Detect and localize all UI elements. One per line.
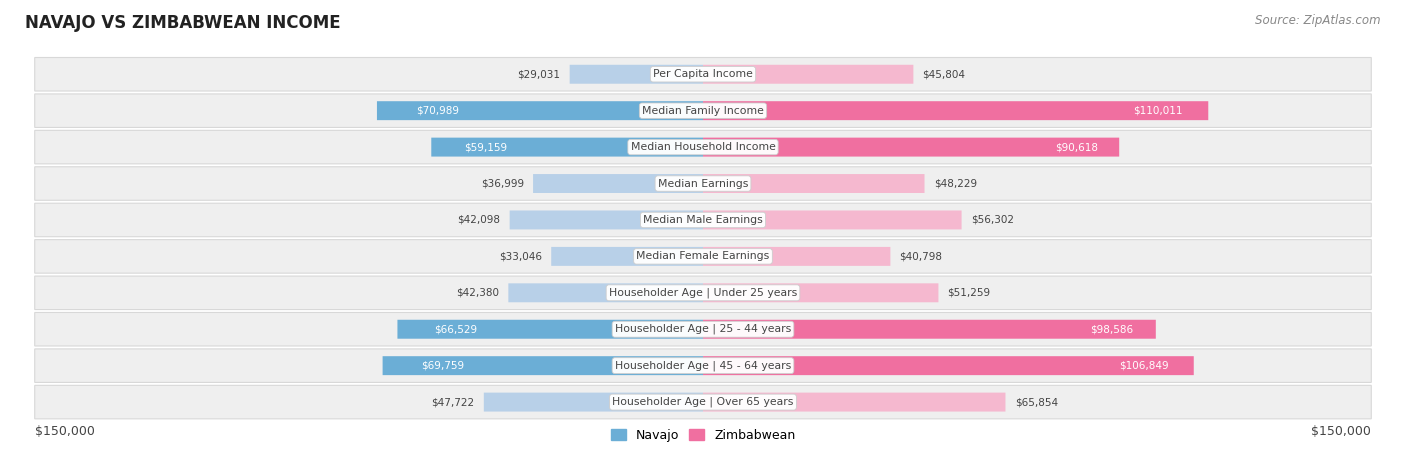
FancyBboxPatch shape [35, 167, 1371, 200]
FancyBboxPatch shape [569, 65, 703, 84]
Text: $48,229: $48,229 [934, 178, 977, 189]
Text: $51,259: $51,259 [948, 288, 991, 298]
Text: $66,529: $66,529 [434, 324, 477, 334]
Text: $98,586: $98,586 [1090, 324, 1133, 334]
FancyBboxPatch shape [382, 356, 703, 375]
Text: $106,849: $106,849 [1119, 361, 1170, 371]
Text: $42,380: $42,380 [456, 288, 499, 298]
FancyBboxPatch shape [35, 203, 1371, 237]
FancyBboxPatch shape [35, 240, 1371, 273]
Text: NAVAJO VS ZIMBABWEAN INCOME: NAVAJO VS ZIMBABWEAN INCOME [25, 14, 340, 32]
Text: Median Family Income: Median Family Income [643, 106, 763, 116]
Text: $150,000: $150,000 [1312, 425, 1371, 438]
Text: Householder Age | 25 - 44 years: Householder Age | 25 - 44 years [614, 324, 792, 334]
FancyBboxPatch shape [35, 312, 1371, 346]
Text: Median Male Earnings: Median Male Earnings [643, 215, 763, 225]
Text: $110,011: $110,011 [1133, 106, 1182, 116]
Text: $150,000: $150,000 [35, 425, 94, 438]
Text: Householder Age | 45 - 64 years: Householder Age | 45 - 64 years [614, 361, 792, 371]
Text: Householder Age | Over 65 years: Householder Age | Over 65 years [612, 397, 794, 407]
Text: $90,618: $90,618 [1056, 142, 1098, 152]
Text: $59,159: $59,159 [464, 142, 508, 152]
Text: $69,759: $69,759 [420, 361, 464, 371]
Text: $33,046: $33,046 [499, 251, 543, 262]
Text: $70,989: $70,989 [416, 106, 460, 116]
Text: Householder Age | Under 25 years: Householder Age | Under 25 years [609, 288, 797, 298]
FancyBboxPatch shape [484, 393, 703, 411]
FancyBboxPatch shape [432, 138, 703, 156]
Text: $45,804: $45,804 [922, 69, 966, 79]
FancyBboxPatch shape [703, 65, 914, 84]
Text: $36,999: $36,999 [481, 178, 524, 189]
FancyBboxPatch shape [35, 57, 1371, 91]
FancyBboxPatch shape [703, 356, 1194, 375]
Legend: Navajo, Zimbabwean: Navajo, Zimbabwean [606, 424, 800, 447]
FancyBboxPatch shape [703, 247, 890, 266]
Text: $29,031: $29,031 [517, 69, 561, 79]
Text: $42,098: $42,098 [457, 215, 501, 225]
FancyBboxPatch shape [398, 320, 703, 339]
Text: $56,302: $56,302 [970, 215, 1014, 225]
Text: Median Earnings: Median Earnings [658, 178, 748, 189]
Text: Median Female Earnings: Median Female Earnings [637, 251, 769, 262]
Text: $40,798: $40,798 [900, 251, 942, 262]
FancyBboxPatch shape [533, 174, 703, 193]
Text: Source: ZipAtlas.com: Source: ZipAtlas.com [1256, 14, 1381, 27]
Text: $65,854: $65,854 [1015, 397, 1057, 407]
FancyBboxPatch shape [703, 138, 1119, 156]
FancyBboxPatch shape [703, 211, 962, 229]
FancyBboxPatch shape [377, 101, 703, 120]
FancyBboxPatch shape [703, 320, 1156, 339]
FancyBboxPatch shape [509, 211, 703, 229]
FancyBboxPatch shape [703, 283, 938, 302]
FancyBboxPatch shape [509, 283, 703, 302]
FancyBboxPatch shape [35, 349, 1371, 382]
Text: Median Household Income: Median Household Income [630, 142, 776, 152]
FancyBboxPatch shape [35, 385, 1371, 419]
FancyBboxPatch shape [703, 101, 1208, 120]
Text: $47,722: $47,722 [432, 397, 475, 407]
FancyBboxPatch shape [551, 247, 703, 266]
Text: Per Capita Income: Per Capita Income [652, 69, 754, 79]
FancyBboxPatch shape [35, 130, 1371, 164]
FancyBboxPatch shape [703, 174, 925, 193]
FancyBboxPatch shape [35, 94, 1371, 127]
FancyBboxPatch shape [703, 393, 1005, 411]
FancyBboxPatch shape [35, 276, 1371, 310]
